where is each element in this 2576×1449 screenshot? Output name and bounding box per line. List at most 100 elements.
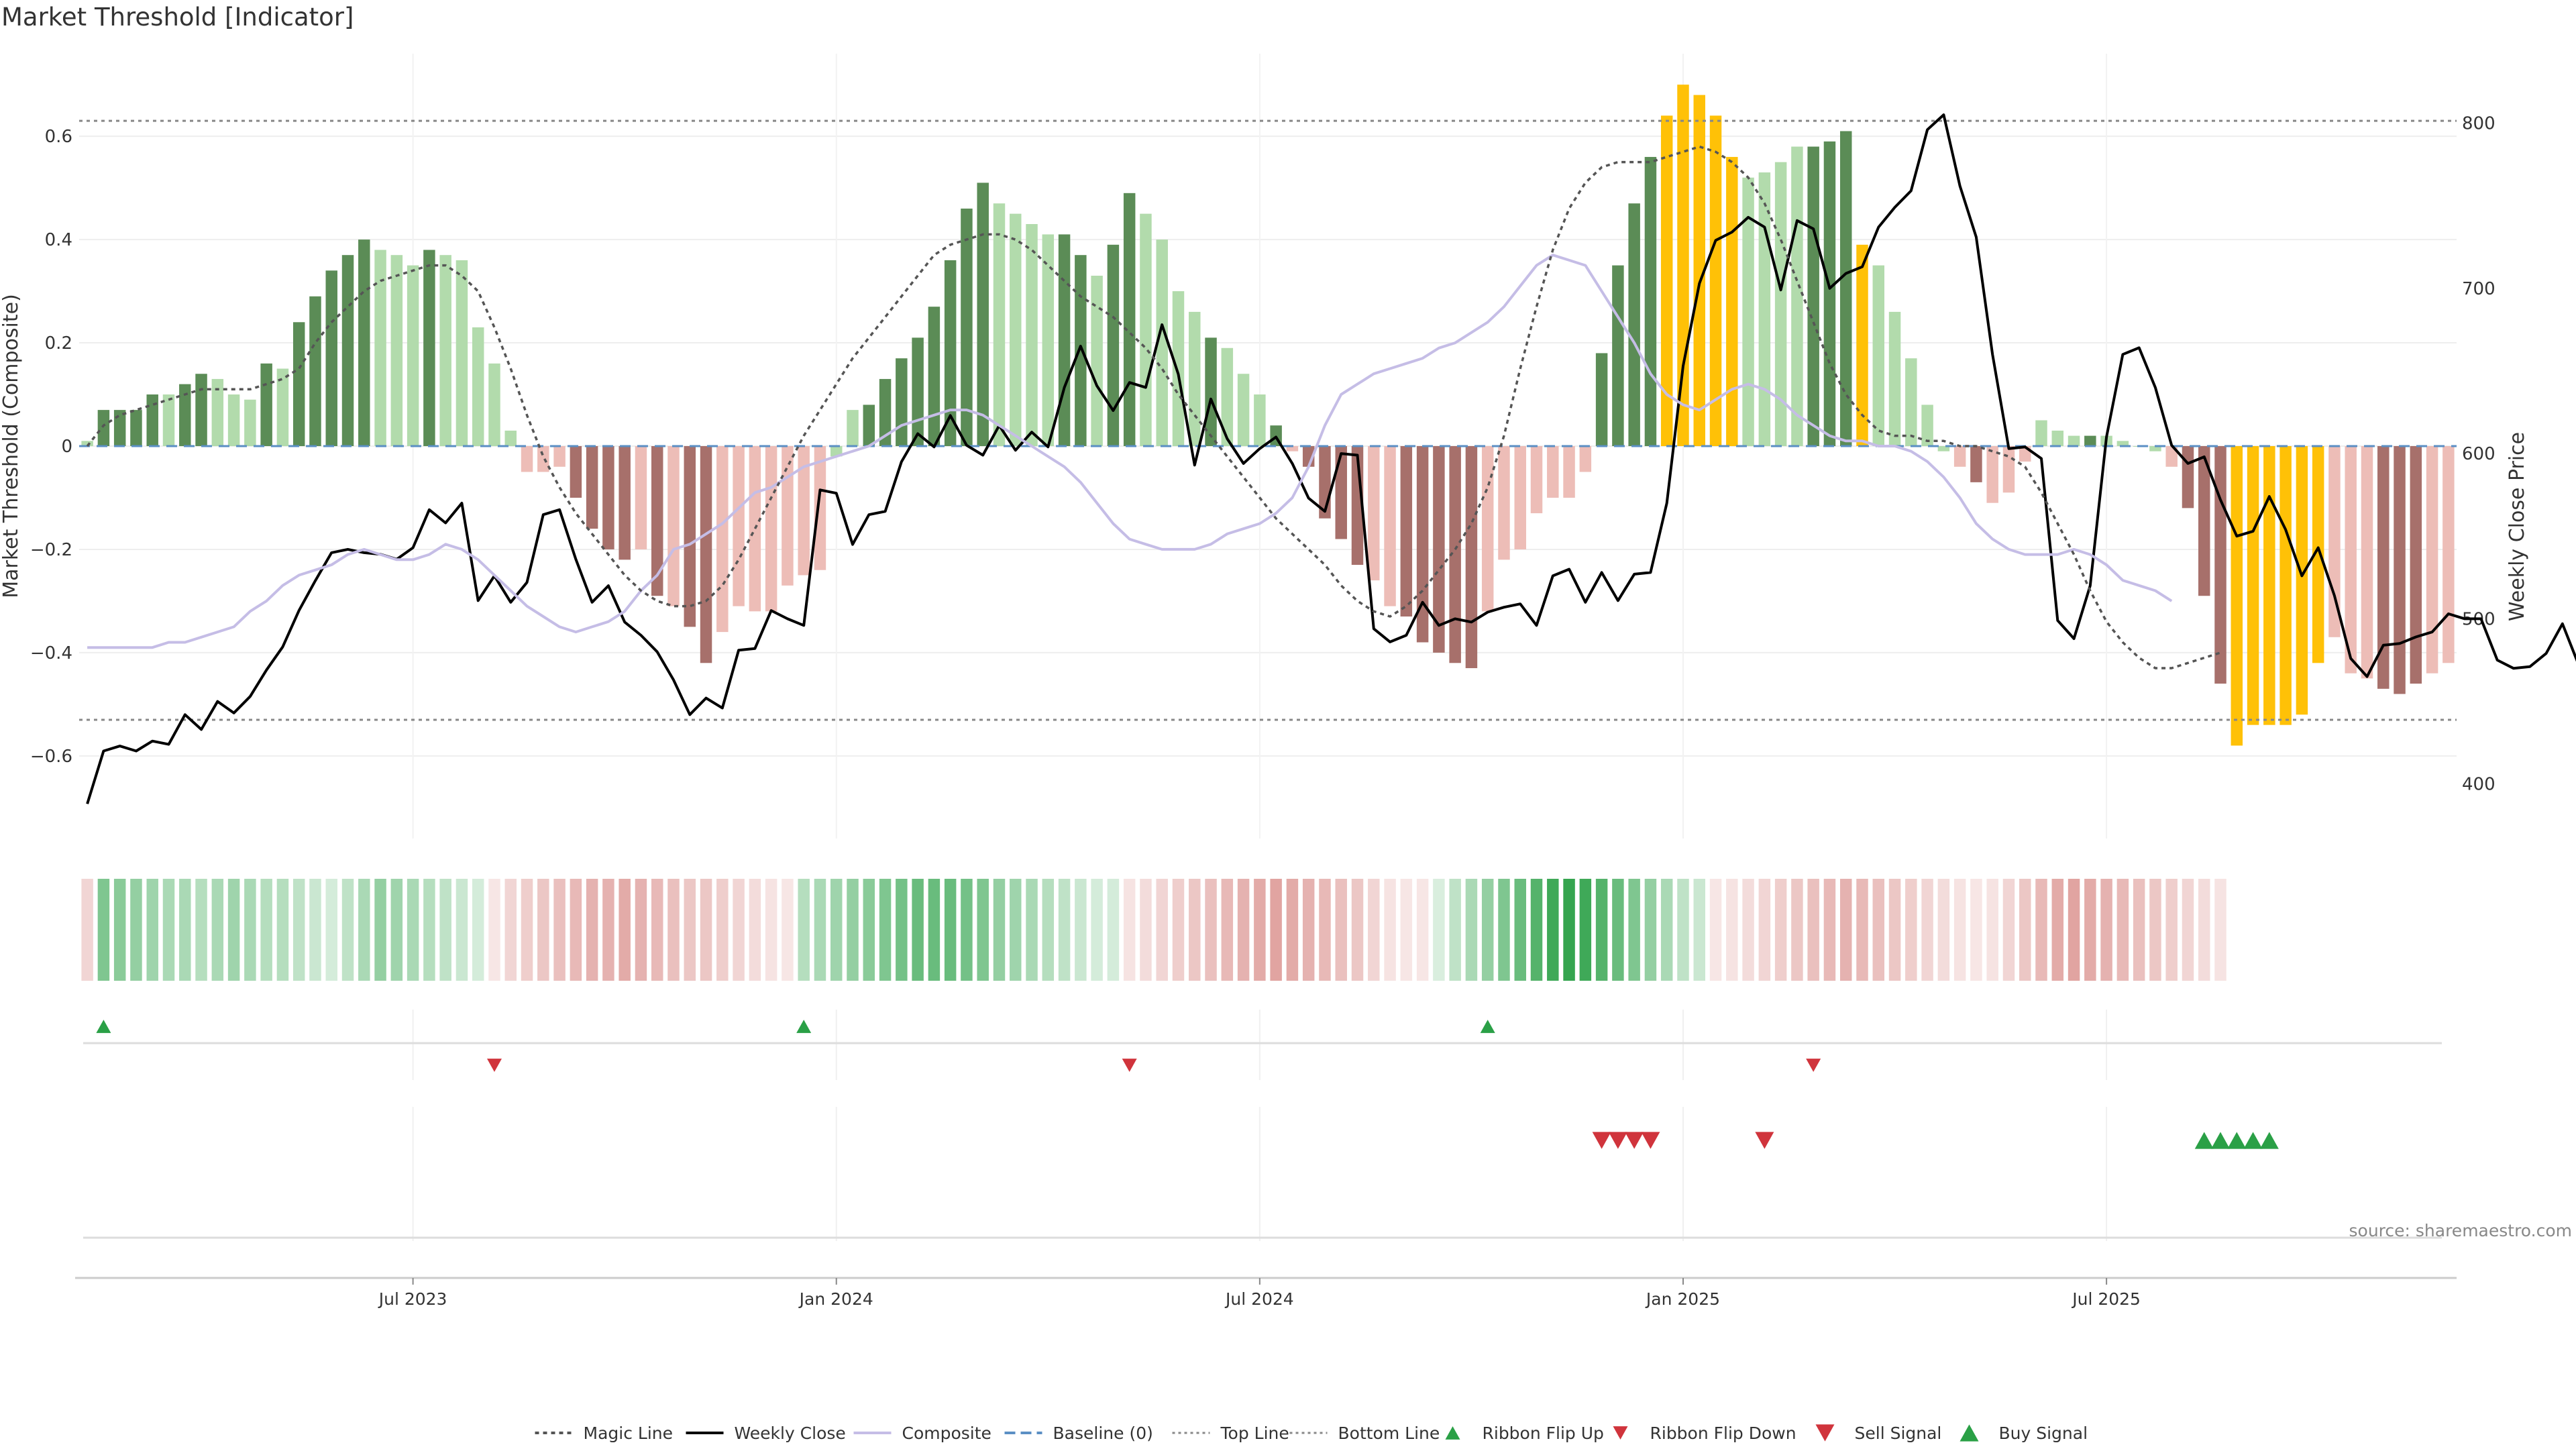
ribbon-cell [863, 879, 875, 981]
ribbon-cell [537, 879, 549, 981]
ribbon-cell [1839, 879, 1852, 981]
composite-bar [1205, 337, 1217, 446]
composite-bar [863, 405, 875, 446]
ribbon-flip-down-marker [1122, 1059, 1137, 1072]
ribbon-cell [1172, 879, 1185, 981]
ribbon-cell [455, 879, 468, 981]
ribbon-cell [651, 879, 663, 981]
ribbon-cell [716, 879, 729, 981]
composite-bar [2247, 446, 2259, 725]
composite-bar [2296, 446, 2308, 715]
ribbon-cell [2214, 879, 2226, 981]
ribbon-cell [390, 879, 403, 981]
buy-signal-marker [2259, 1132, 2279, 1149]
composite-bar [1237, 374, 1250, 446]
composite-bar [977, 182, 989, 446]
ribbon-cell [1205, 879, 1217, 981]
ribbon-cell [1123, 879, 1136, 981]
ribbon-cell [1677, 879, 1689, 981]
legend-label: Ribbon Flip Down [1650, 1424, 1796, 1443]
composite-bar [2345, 446, 2357, 674]
composite-bar [1986, 446, 1998, 503]
ribbon-cell [684, 879, 696, 981]
legend-label: Ribbon Flip Up [1483, 1424, 1604, 1443]
chart-title: Market Threshold [Indicator] [1, 3, 354, 32]
ribbon-cell [1286, 879, 1299, 981]
ribbon-cell [130, 879, 142, 981]
ribbon-cell [1970, 879, 1982, 981]
ribbon-cell [1905, 879, 1917, 981]
composite-bar [2443, 446, 2455, 663]
ribbon-cell [733, 879, 745, 981]
ribbon-cell [1189, 879, 1201, 981]
ribbon-cell [1254, 879, 1266, 981]
x-tick-label: Jul 2023 [378, 1289, 447, 1309]
ribbon-cell [1921, 879, 1933, 981]
legend-swatch-buy [1960, 1424, 1979, 1442]
ribbon-cell [1416, 879, 1429, 981]
composite-bar [635, 446, 647, 549]
sell-signal-marker [1755, 1132, 1774, 1149]
composite-bar [423, 250, 435, 446]
composite-bar [504, 430, 517, 446]
composite-bar [309, 296, 321, 446]
composite-bar [1026, 224, 1038, 446]
ribbon-cell [830, 879, 843, 981]
sell-signal-marker [1641, 1132, 1660, 1149]
ribbon-cell [472, 879, 484, 981]
composite-bar [1595, 353, 1608, 446]
ribbon-cell [325, 879, 337, 981]
composite-bar [1791, 146, 1803, 447]
ribbon-flip-up-marker [96, 1020, 111, 1033]
ribbon-cell [1351, 879, 1364, 981]
ribbon-cell [1986, 879, 1998, 981]
composite-bar [162, 394, 175, 446]
ribbon-cell [619, 879, 631, 981]
legend-item: Buy Signal [1999, 1424, 2088, 1443]
x-tick-label: Jul 2024 [1224, 1289, 1294, 1309]
ribbon-cell [2035, 879, 2047, 981]
composite-bar [97, 410, 110, 446]
legend-swatch-sell [1815, 1424, 1835, 1442]
ribbon-cell [2019, 879, 2031, 981]
ribbon-cell [1433, 879, 1445, 981]
composite-bar [1937, 446, 1950, 451]
composite-bar [1693, 95, 1705, 446]
composite-bar [374, 250, 386, 446]
ribbon-cell [765, 879, 777, 981]
composite-bar [2084, 435, 2096, 446]
x-tick-label: Jan 2025 [1645, 1289, 1720, 1309]
ribbon-cell [1709, 879, 1722, 981]
ribbon-cell [292, 879, 305, 981]
ribbon-cell [309, 879, 321, 981]
composite-bar [195, 374, 207, 446]
ribbon-cell [977, 879, 989, 981]
legend-item: Magic Line [535, 1424, 673, 1443]
composite-bar [961, 208, 973, 446]
ribbon-cell [1319, 879, 1331, 981]
composite-bar [1709, 115, 1722, 447]
ribbon-cell [1595, 879, 1608, 981]
legend-item: Weekly Close [686, 1424, 846, 1443]
legend-label: Baseline (0) [1053, 1424, 1153, 1443]
ribbon-cell [2149, 879, 2161, 981]
ribbon-cell [553, 879, 566, 981]
composite-bar [1091, 275, 1103, 446]
legend-item: Ribbon Flip Up [1483, 1424, 1604, 1443]
legend-label: Weekly Close [735, 1424, 846, 1443]
composite-bar [1563, 446, 1575, 498]
composite-bar [179, 384, 191, 446]
composite-bar [1481, 446, 1494, 612]
composite-bar [749, 446, 761, 612]
ribbon-cell [1237, 879, 1250, 981]
ribbon-cell [814, 879, 826, 981]
composite-bar [1530, 446, 1543, 514]
composite-bar [1400, 446, 1413, 617]
ribbon-cell [586, 879, 598, 981]
ribbon-cell [439, 879, 451, 981]
ribbon-cell [1481, 879, 1494, 981]
ribbon-cell [1368, 879, 1380, 981]
ribbon-cell [374, 879, 386, 981]
ribbon-cell [1384, 879, 1396, 981]
composite-bar [1433, 446, 1445, 653]
